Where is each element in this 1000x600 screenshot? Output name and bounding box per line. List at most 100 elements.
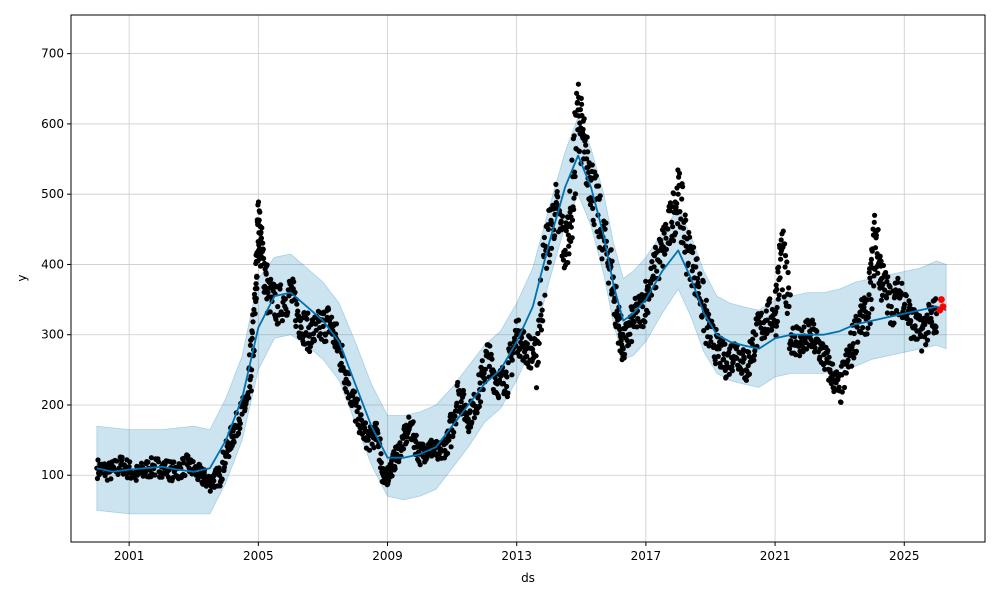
- observed-point: [505, 390, 511, 396]
- observed-point: [715, 353, 721, 359]
- observed-point: [701, 328, 707, 334]
- observed-point: [774, 286, 780, 292]
- observed-point: [378, 460, 384, 466]
- observed-point: [221, 464, 227, 470]
- observed-point: [293, 323, 299, 329]
- observed-point: [524, 341, 530, 347]
- observed-point: [908, 318, 914, 324]
- observed-point: [548, 245, 555, 251]
- y-axis-ticks: 100 200 300 400 500 600 700: [41, 47, 71, 482]
- observed-point: [467, 408, 473, 414]
- observed-point: [763, 308, 769, 314]
- observed-point: [877, 253, 883, 259]
- observed-point: [713, 361, 719, 367]
- observed-point: [566, 243, 572, 249]
- observed-point: [741, 356, 747, 362]
- observed-point: [798, 339, 804, 345]
- observed-point: [305, 310, 311, 316]
- observed-point: [590, 205, 596, 211]
- observed-point: [694, 275, 701, 282]
- observed-point: [817, 354, 823, 360]
- observed-point: [565, 260, 571, 266]
- observed-point: [397, 440, 403, 446]
- observed-point: [933, 296, 939, 302]
- observed-point: [678, 216, 684, 222]
- observed-point: [887, 284, 893, 290]
- observed-point: [452, 413, 458, 419]
- observed-point: [843, 370, 849, 376]
- observed-point: [454, 400, 460, 406]
- observed-point: [217, 483, 223, 489]
- observed-point: [609, 290, 616, 296]
- observed-point: [891, 320, 897, 326]
- observed-point: [251, 307, 257, 313]
- observed-point: [906, 298, 912, 304]
- observed-point: [875, 270, 881, 276]
- observed-point: [661, 230, 667, 236]
- observed-point: [787, 292, 793, 298]
- observed-point: [919, 348, 925, 354]
- observed-point: [865, 325, 871, 331]
- observed-point: [389, 473, 395, 479]
- observed-point: [609, 258, 615, 264]
- x-axis-label: ds: [521, 571, 535, 585]
- observed-point: [446, 437, 452, 443]
- observed-point: [378, 451, 384, 457]
- observed-point: [303, 330, 309, 336]
- observed-point: [663, 246, 670, 252]
- observed-point: [250, 319, 256, 325]
- observed-point: [329, 314, 335, 320]
- uncertainty-band-layer: [96, 115, 947, 515]
- observed-point: [515, 328, 521, 334]
- observed-point: [845, 357, 851, 363]
- observed-point: [126, 464, 132, 470]
- observed-point: [263, 271, 269, 277]
- observed-point: [751, 357, 757, 363]
- observed-point: [246, 395, 252, 401]
- observed-point: [504, 383, 510, 390]
- observed-point: [211, 478, 217, 484]
- observed-point: [159, 474, 165, 480]
- observed-point: [693, 264, 699, 270]
- observed-point: [285, 309, 291, 315]
- observed-point: [445, 450, 451, 456]
- observed-point: [505, 360, 511, 366]
- observed-point: [853, 348, 860, 354]
- observed-point: [869, 306, 875, 312]
- observed-point: [207, 488, 213, 494]
- observed-point: [624, 337, 630, 343]
- observed-point: [332, 344, 338, 350]
- observed-point: [665, 226, 671, 232]
- observed-point: [127, 459, 133, 465]
- observed-point: [706, 311, 712, 317]
- observed-point: [703, 297, 710, 303]
- highlight-point: [939, 303, 947, 311]
- observed-point: [517, 346, 523, 352]
- observed-point: [503, 369, 509, 375]
- observed-point: [680, 240, 686, 246]
- observed-point: [751, 352, 758, 358]
- observed-point: [773, 323, 780, 329]
- x-tick-label: 2005: [243, 549, 274, 563]
- observed-point: [707, 334, 713, 340]
- observed-point: [428, 441, 434, 447]
- observed-point: [251, 291, 258, 297]
- observed-point: [554, 189, 560, 195]
- observed-point: [509, 357, 515, 363]
- observed-point: [700, 279, 706, 285]
- x-tick-label: 2001: [114, 549, 145, 563]
- observed-point: [649, 259, 655, 265]
- observed-point: [294, 301, 300, 307]
- observed-point: [571, 169, 578, 175]
- observed-point: [114, 458, 120, 464]
- observed-point: [576, 148, 583, 154]
- observed-point: [608, 247, 614, 253]
- observed-point: [589, 162, 595, 168]
- observed-point: [758, 310, 765, 316]
- observed-point: [354, 408, 360, 415]
- observed-point: [788, 338, 794, 344]
- observed-point: [477, 380, 483, 386]
- observed-point: [793, 352, 799, 358]
- observed-point: [778, 237, 784, 243]
- observed-point: [786, 346, 793, 352]
